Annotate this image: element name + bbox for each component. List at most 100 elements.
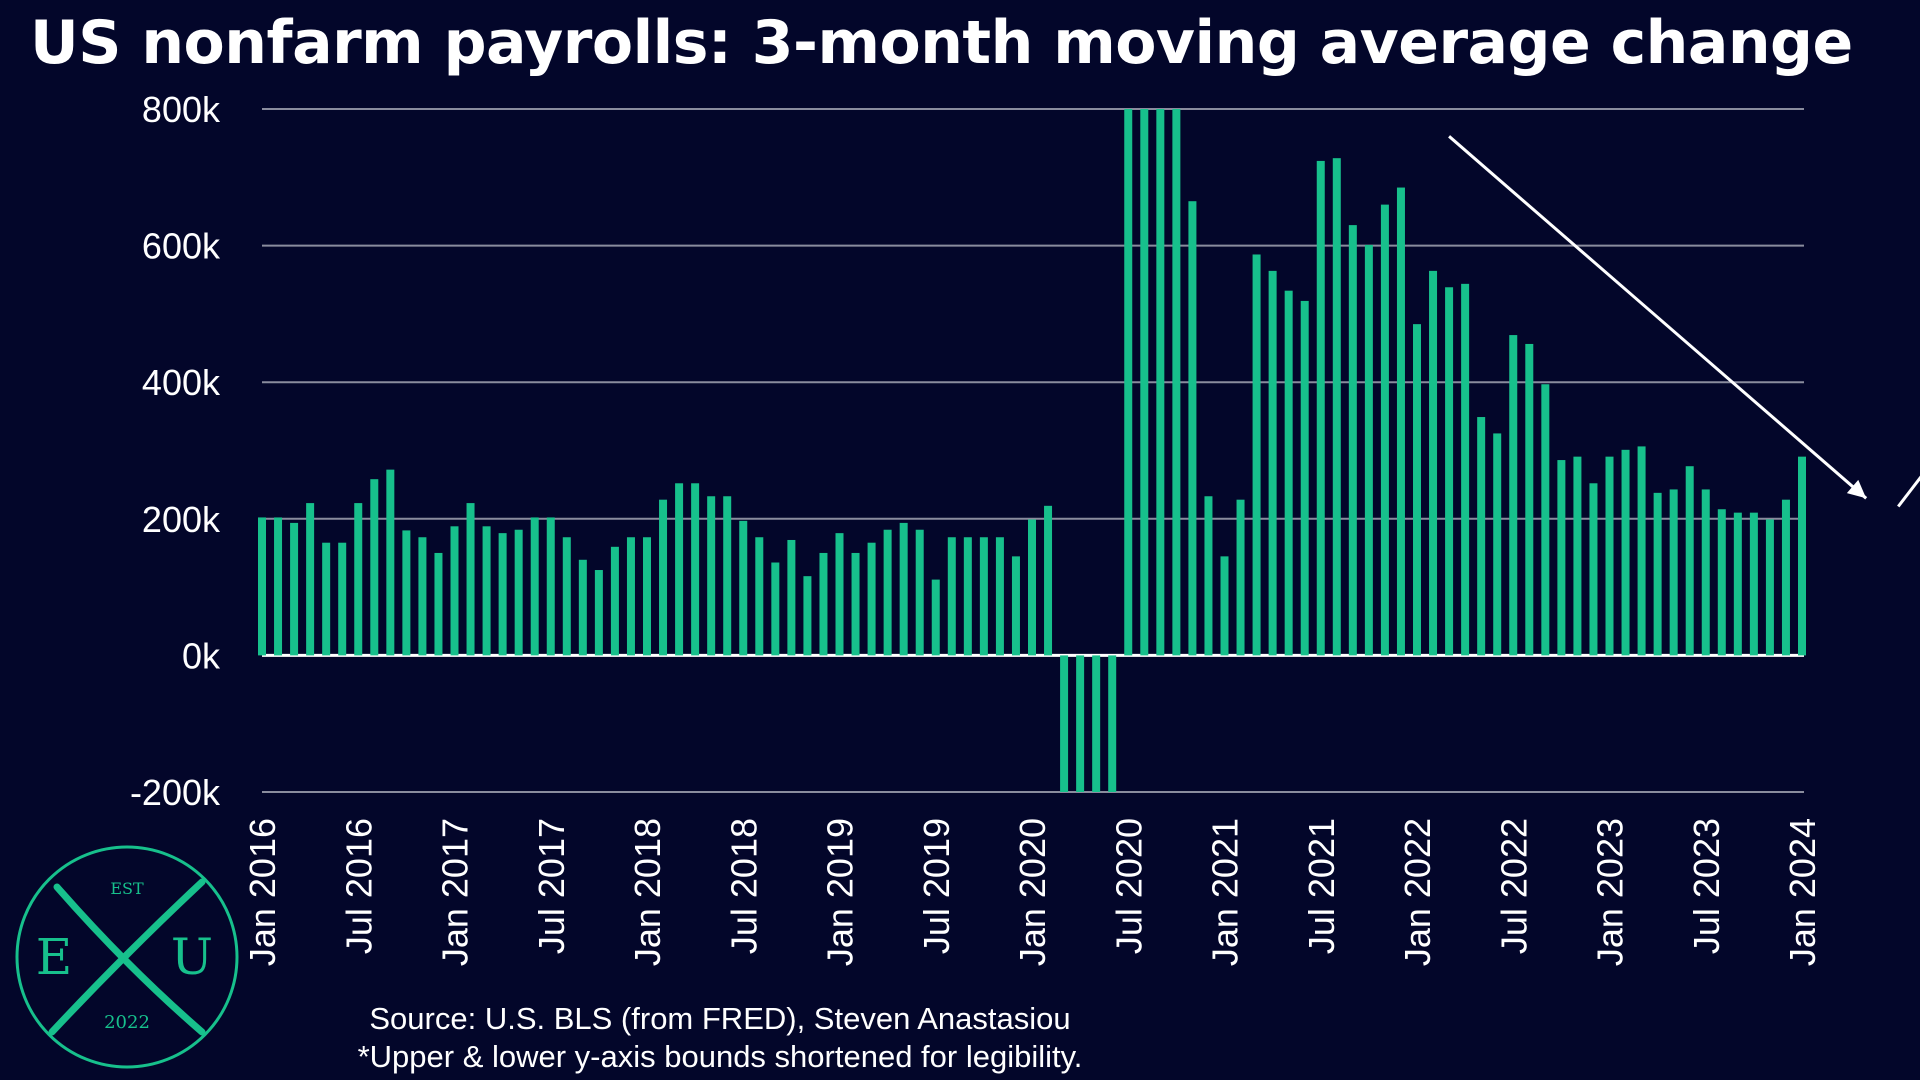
bar: [1413, 324, 1421, 656]
bar: [466, 503, 475, 656]
bar: [851, 552, 860, 656]
bar: [1396, 187, 1405, 656]
bar: [1445, 287, 1454, 656]
bar: [354, 503, 363, 656]
bar: [1060, 655, 1069, 792]
bar: [1477, 417, 1486, 656]
bar: [1717, 509, 1726, 656]
bar: [643, 537, 651, 656]
bar: [1589, 483, 1598, 656]
bar: [915, 529, 924, 656]
x-tick-label: Jul 2017: [531, 818, 572, 954]
bar: [386, 469, 395, 656]
bar: [1252, 254, 1261, 656]
bar: [1220, 556, 1229, 656]
bar: [1028, 519, 1036, 656]
y-tick-label: 600k: [142, 226, 221, 267]
bar: [707, 496, 716, 656]
bar: [530, 517, 539, 656]
bar: [1669, 489, 1678, 656]
x-tick-label: Jan 2021: [1205, 818, 1246, 966]
x-tick-label: Jan 2022: [1397, 818, 1438, 966]
bar: [659, 499, 668, 656]
bar: [594, 570, 603, 656]
logo-year: 2022: [104, 1012, 150, 1033]
bar: [1076, 655, 1085, 792]
bar: [1798, 456, 1806, 656]
bar: [1300, 300, 1309, 656]
bar: [610, 546, 619, 656]
x-tick-label: Jul 2022: [1493, 818, 1534, 954]
bar: [1156, 109, 1165, 656]
y-tick-label: 0k: [182, 635, 221, 676]
logo-letter-u: U: [171, 928, 213, 986]
bar: [338, 542, 347, 656]
x-tick-label: Jan 2016: [242, 818, 283, 966]
bar: [546, 517, 555, 656]
bar: [1765, 519, 1774, 656]
x-tick-label: Jul 2021: [1301, 818, 1342, 954]
bar: [1348, 225, 1357, 656]
x-tick-label: Jul 2019: [916, 818, 957, 954]
bar: [1701, 489, 1710, 656]
x-tick-label: Jul 2020: [1108, 818, 1149, 954]
bar: [1605, 456, 1614, 656]
bar: [771, 562, 780, 656]
trend-arrow-head: [1846, 479, 1867, 499]
trend-arrows: [1448, 135, 1920, 508]
bar: [370, 479, 379, 656]
bar: [1316, 160, 1325, 656]
bar: [867, 542, 876, 656]
bar: [418, 537, 427, 656]
chart-title: US nonfarm payrolls: 3-month moving aver…: [30, 8, 1853, 78]
bar: [274, 517, 283, 656]
bar: [1461, 283, 1470, 656]
y-tick-label: 200k: [142, 499, 221, 540]
logo-slash: [53, 883, 206, 1036]
bar: [1637, 446, 1646, 656]
bar: [819, 552, 828, 656]
bar: [979, 537, 988, 656]
x-tick-label: Jul 2016: [338, 818, 379, 954]
bar: [322, 542, 331, 656]
logo-est: EST: [110, 879, 144, 898]
bar: [290, 522, 299, 656]
bar: [1188, 201, 1197, 656]
bar: [1525, 343, 1534, 656]
bar: [1011, 556, 1020, 656]
bar: [1284, 290, 1293, 656]
bar: [835, 533, 844, 656]
bar: [675, 483, 684, 656]
bar: [883, 529, 892, 656]
bar: [1621, 449, 1630, 656]
bar: [450, 526, 459, 656]
x-tick-label: Jan 2023: [1590, 818, 1631, 966]
bar: [562, 537, 571, 656]
bar: [626, 537, 635, 656]
bar: [1108, 655, 1117, 792]
bar: [1653, 492, 1662, 656]
logo-letter-e: E: [36, 928, 73, 986]
bar: [1124, 109, 1133, 656]
bar: [1733, 512, 1742, 656]
bar: [787, 539, 796, 656]
y-axis-tick-labels: 800k 600k 400k 200k 0k -200k: [130, 89, 221, 813]
bar: [1557, 460, 1566, 656]
x-axis-tick-labels: Jan 2016 Jul 2016 Jan 2017 Jul 2017 Jan 2018…: [242, 818, 1823, 966]
source-line: Source: U.S. BLS (from FRED), Steven Ana…: [369, 1001, 1071, 1036]
bar: [1685, 466, 1694, 656]
bar: [498, 533, 507, 656]
x-tick-label: Jan 2019: [820, 818, 861, 966]
bar: [1236, 499, 1245, 656]
grid-lines: [262, 108, 1804, 793]
bar: [578, 559, 587, 656]
bar: [755, 537, 764, 656]
x-tick-label: Jul 2023: [1686, 818, 1727, 954]
exu-logo: EST E U 2022: [15, 845, 239, 1069]
x-tick-label: Jan 2024: [1782, 818, 1823, 966]
y-tick-label: 800k: [142, 89, 221, 130]
bar: [1429, 270, 1438, 656]
bar: [1573, 456, 1582, 656]
trend-arrow-line: [1897, 475, 1920, 508]
